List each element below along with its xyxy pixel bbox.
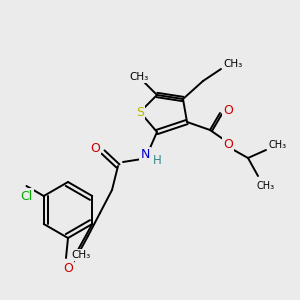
Text: CH₃: CH₃: [224, 59, 243, 69]
Text: O: O: [90, 142, 100, 155]
Text: Cl: Cl: [20, 190, 33, 202]
Text: S: S: [136, 106, 144, 118]
Text: CH₃: CH₃: [269, 140, 287, 150]
Text: O: O: [63, 262, 73, 275]
Text: CH₃: CH₃: [257, 181, 275, 191]
Text: O: O: [223, 104, 233, 118]
Text: CH₃: CH₃: [71, 250, 90, 260]
Text: O: O: [223, 137, 233, 151]
Text: H: H: [153, 154, 161, 167]
Text: CH₃: CH₃: [129, 72, 148, 82]
Text: N: N: [140, 148, 150, 161]
